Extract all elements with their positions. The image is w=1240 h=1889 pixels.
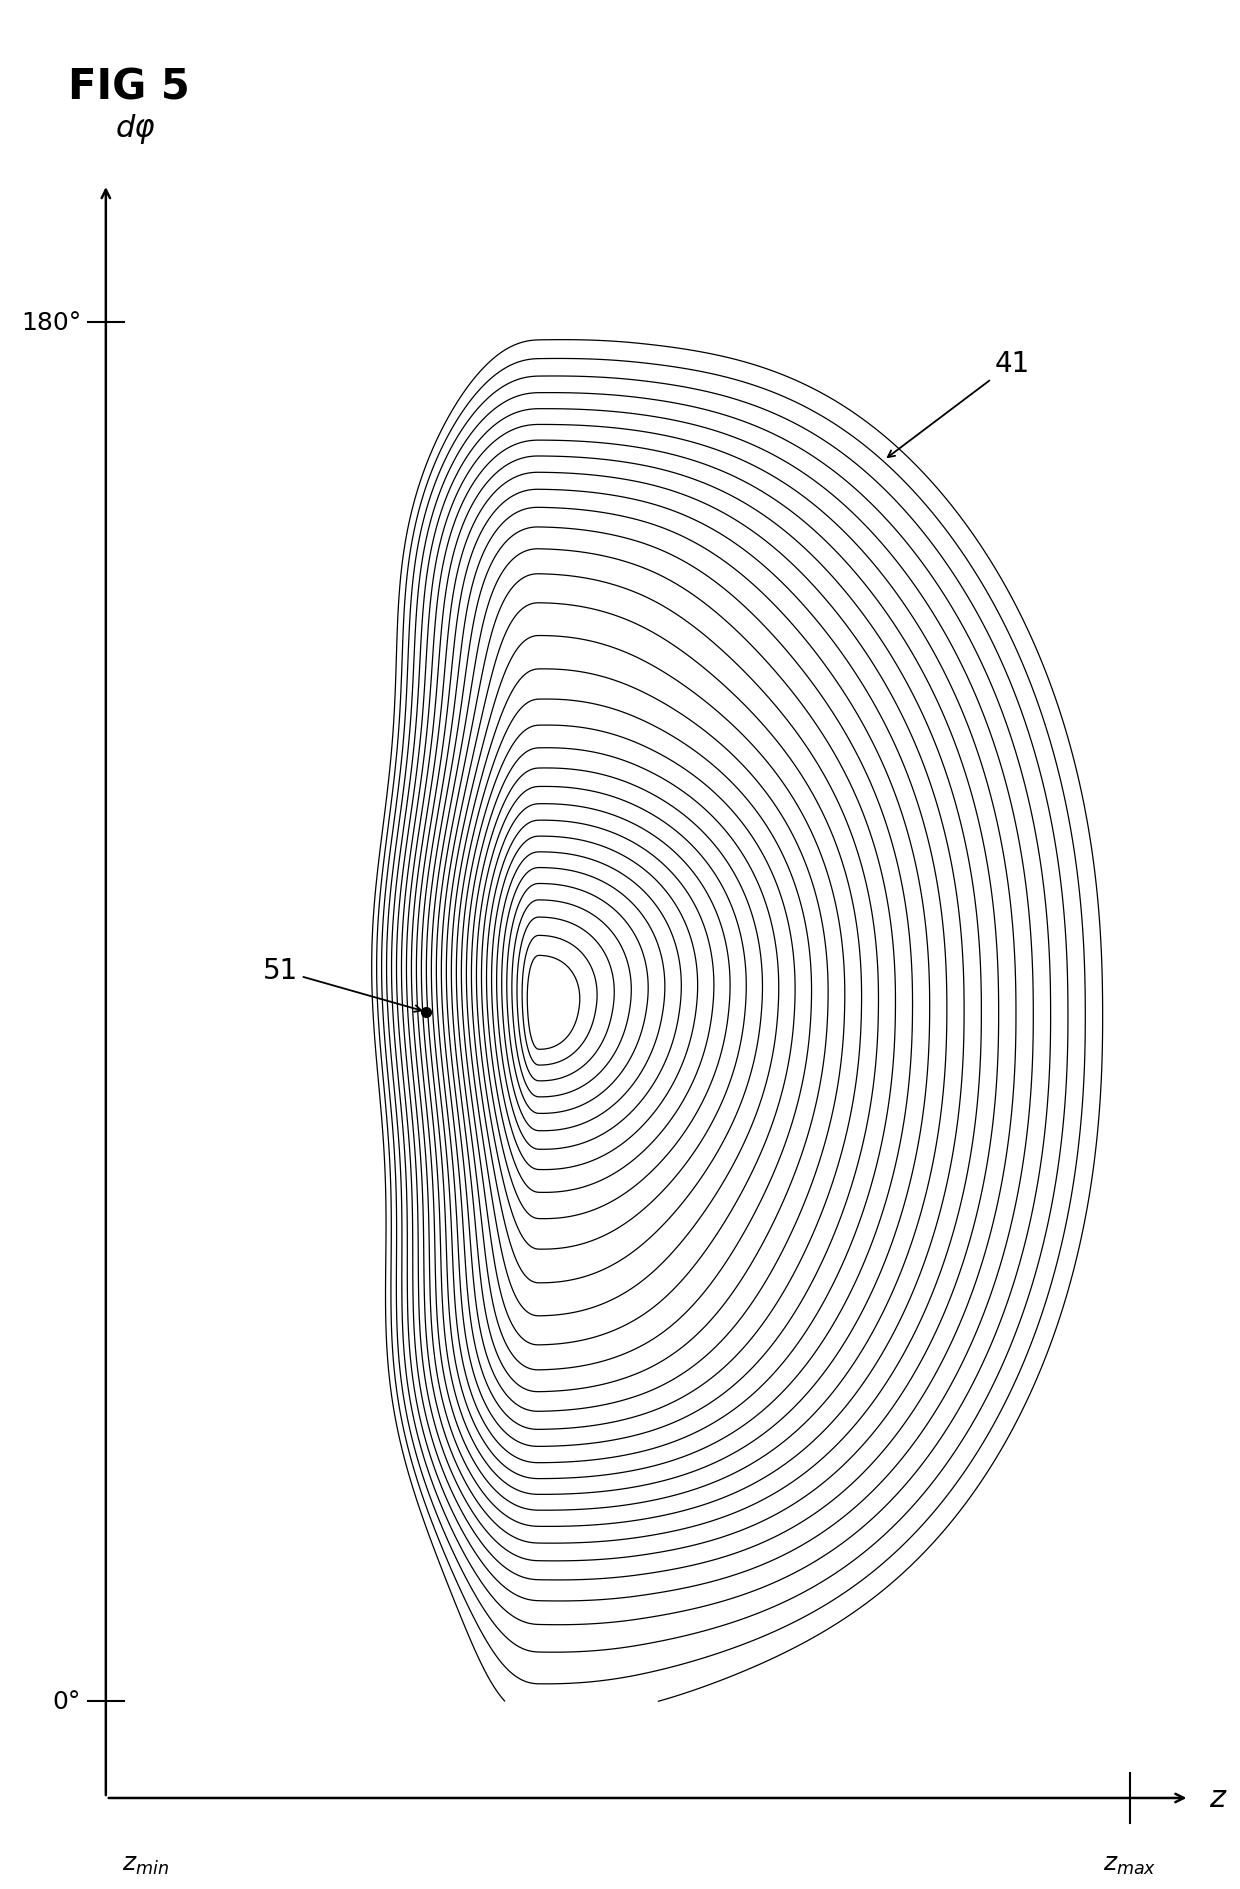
- Text: 41: 41: [888, 349, 1029, 457]
- Text: 0°: 0°: [53, 1689, 81, 1713]
- Text: dφ: dφ: [115, 113, 155, 144]
- Text: $z_{min}$: $z_{min}$: [122, 1853, 169, 1876]
- Text: 180°: 180°: [21, 312, 81, 334]
- Text: z: z: [1209, 1783, 1225, 1813]
- Text: $z_{max}$: $z_{max}$: [1104, 1853, 1157, 1876]
- Text: FIG 5: FIG 5: [68, 66, 190, 108]
- Text: 51: 51: [263, 958, 422, 1013]
